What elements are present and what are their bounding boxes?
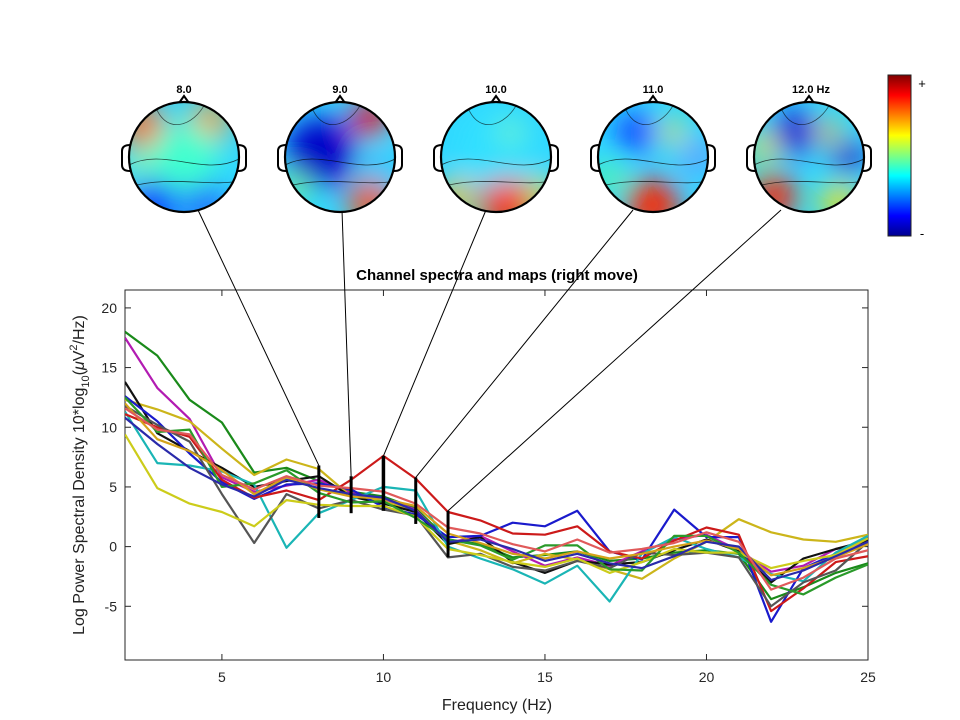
scalp-map-8: 8.0 bbox=[121, 84, 247, 214]
series-line-2 bbox=[125, 398, 868, 580]
head-outline bbox=[439, 100, 553, 214]
plot-area bbox=[124, 289, 869, 661]
chart-title: Channel spectra and maps (right move) bbox=[356, 267, 638, 284]
x-tick-label: 15 bbox=[537, 669, 553, 685]
x-axis-label: Frequency (Hz) bbox=[442, 697, 552, 714]
scalp-map-10: 10.0 bbox=[433, 84, 559, 214]
ear-right-icon bbox=[549, 144, 559, 172]
series-line-8 bbox=[125, 433, 868, 575]
ear-right-icon bbox=[393, 144, 403, 172]
ear-right-icon bbox=[862, 144, 872, 172]
nose-icon bbox=[334, 94, 346, 104]
x-tick-label: 25 bbox=[860, 669, 876, 685]
y-tick-label: 10 bbox=[101, 419, 117, 435]
series-line-5 bbox=[125, 411, 868, 603]
colorbar-max-label: + bbox=[918, 76, 926, 91]
map-label-10: 10.0 bbox=[485, 84, 506, 96]
map-label-8: 8.0 bbox=[176, 84, 191, 96]
colorbar-min-label: - bbox=[920, 226, 924, 241]
ear-right-icon bbox=[706, 144, 716, 172]
map-connectors bbox=[197, 209, 782, 512]
map-label-12: 12.0 Hz bbox=[792, 84, 830, 96]
connector-line-8 bbox=[197, 209, 320, 466]
head-outline bbox=[596, 100, 710, 214]
series-layer bbox=[125, 330, 868, 623]
axis-ticks: 5 10 15 20 25 -5 0 5 10 15 20 bbox=[101, 290, 876, 685]
nose-icon bbox=[490, 94, 502, 104]
connector-line-10 bbox=[382, 209, 487, 457]
frequency-markers bbox=[317, 455, 450, 558]
scalp-maps: 8.0 9.0 10.0 11.0 12.0 Hz bbox=[121, 84, 872, 214]
ear-right-icon bbox=[237, 144, 247, 172]
nose-icon bbox=[647, 94, 659, 104]
series-line-7 bbox=[125, 404, 868, 608]
series-line-12 bbox=[125, 407, 868, 591]
map-label-9: 9.0 bbox=[332, 84, 347, 96]
head-outline bbox=[127, 100, 241, 214]
connector-line-12 bbox=[447, 209, 782, 512]
colorbar bbox=[887, 74, 912, 237]
y-tick-label: 20 bbox=[101, 300, 117, 316]
connector-line-9 bbox=[341, 209, 352, 477]
ear-left-icon bbox=[746, 144, 756, 172]
series-line-9 bbox=[125, 396, 868, 596]
head-outline bbox=[283, 100, 397, 214]
y-tick-label: 0 bbox=[109, 539, 117, 555]
scalp-map-11: 11.0 bbox=[590, 84, 716, 214]
x-tick-label: 10 bbox=[376, 669, 392, 685]
ear-left-icon bbox=[433, 144, 443, 172]
series-line-11 bbox=[125, 416, 868, 582]
nose-icon bbox=[803, 94, 815, 104]
y-tick-label: 5 bbox=[109, 479, 117, 495]
ear-left-icon bbox=[277, 144, 287, 172]
ear-left-icon bbox=[121, 144, 131, 172]
ear-left-icon bbox=[590, 144, 600, 172]
map-label-11: 11.0 bbox=[643, 84, 664, 96]
y-tick-label: -5 bbox=[105, 598, 118, 614]
scalp-map-12: 12.0 Hz bbox=[746, 84, 872, 214]
head-outline bbox=[752, 100, 866, 214]
scalp-map-9: 9.0 bbox=[277, 84, 403, 214]
connector-line-11 bbox=[415, 209, 634, 478]
y-axis-label: Log Power Spectral Density 10*log10(μV2/… bbox=[68, 315, 92, 635]
x-tick-label: 20 bbox=[699, 669, 715, 685]
x-tick-label: 5 bbox=[218, 669, 226, 685]
nose-icon bbox=[178, 94, 190, 104]
y-tick-label: 15 bbox=[101, 360, 117, 376]
